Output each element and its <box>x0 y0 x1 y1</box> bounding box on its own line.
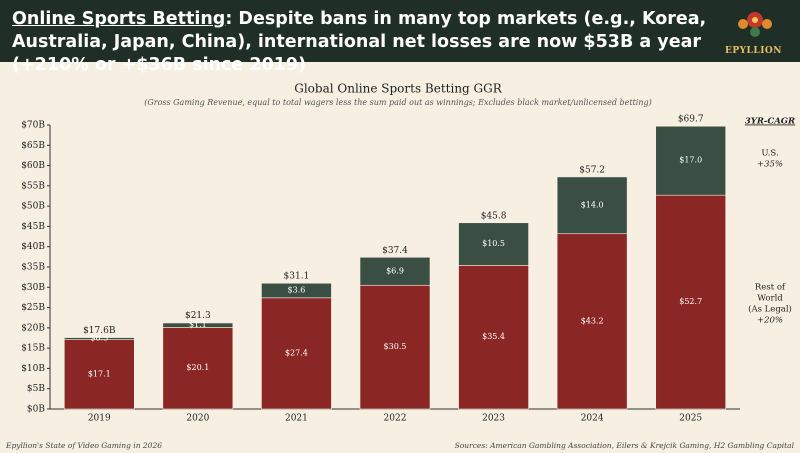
y-tick-label: $70B <box>21 121 45 131</box>
chart-subtitle: (Gross Gaming Revenue, equal to total wa… <box>144 98 651 107</box>
logo <box>738 12 772 37</box>
bar-segment <box>359 256 431 286</box>
x-tick-label: 2022 <box>384 414 407 424</box>
segment-label: $14.0 <box>581 200 604 209</box>
bar-segment <box>458 222 529 266</box>
header-title: Online Sports Betting: Despite bans in m… <box>12 8 712 77</box>
bar-segment <box>261 282 332 299</box>
bar-segment <box>63 337 135 340</box>
segment-label: $27.4 <box>285 348 308 357</box>
footer-left: Epyllion's State of Video Gaming in 2026 <box>5 441 162 450</box>
y-tick-label: $25B <box>21 303 45 313</box>
y-tick-label: $30B <box>21 283 45 293</box>
bar-segment <box>162 322 234 328</box>
us-annotation: U.S. <box>761 149 778 159</box>
y-tick-label: $0B <box>27 405 45 415</box>
y-tick-label: $5B <box>27 384 45 394</box>
x-tick-label: 2023 <box>482 414 505 424</box>
row-annotation: Rest of <box>755 283 786 293</box>
total-label: $31.1 <box>284 271 310 281</box>
segment-label: $17.1 <box>88 369 111 378</box>
total-label: $45.8 <box>481 212 507 222</box>
segment-label: $17.0 <box>679 156 702 165</box>
y-tick-label: $35B <box>21 263 45 273</box>
segment-label: $6.9 <box>386 266 404 275</box>
x-tick-label: 2021 <box>285 414 308 424</box>
row-annotation: World <box>757 294 783 304</box>
cagr-heading: 3YR-CAGR <box>745 117 795 127</box>
bar-segment <box>359 284 431 410</box>
total-label: $57.2 <box>579 165 605 175</box>
chart-title: Global Online Sports Betting GGR <box>294 82 502 96</box>
bar-segment <box>556 233 628 410</box>
total-label: $21.3 <box>185 311 211 321</box>
bar-segment <box>655 194 727 410</box>
segment-label: $43.2 <box>581 316 604 325</box>
footer-right: Sources: American Gambling Association, … <box>455 441 795 450</box>
total-label: $37.4 <box>382 246 408 256</box>
x-tick-label: 2024 <box>581 414 604 424</box>
y-tick-label: $50B <box>21 202 45 212</box>
segment-label: $10.5 <box>482 239 505 248</box>
y-tick-label: $55B <box>21 181 45 191</box>
x-tick-label: 2020 <box>186 414 209 424</box>
total-label: $69.7 <box>678 115 704 125</box>
bar-segment <box>655 125 727 196</box>
bar-segment <box>261 297 332 410</box>
segment-label: $3.6 <box>288 286 306 295</box>
segment-label: $30.5 <box>384 342 407 351</box>
x-tick-label: 2019 <box>88 414 111 424</box>
segment-label: $0.5 <box>90 334 108 343</box>
y-tick-label: $10B <box>21 364 45 374</box>
us-annotation: +35% <box>757 160 783 170</box>
title-emphasis: Online Sports Betting <box>12 9 226 29</box>
title-text: : Despite bans in many top markets (e.g.… <box>12 9 707 75</box>
total-label: $17.6B <box>83 326 116 336</box>
bar-segment <box>458 265 529 410</box>
bar-segment <box>162 327 234 410</box>
header: Online Sports Betting: Despite bans in m… <box>0 0 800 75</box>
y-tick-label: $40B <box>21 242 45 252</box>
segment-label: $35.4 <box>482 332 505 341</box>
row-annotation: +20% <box>757 316 783 326</box>
y-tick-label: $15B <box>21 344 45 354</box>
x-tick-label: 2025 <box>679 414 702 424</box>
y-tick-label: $45B <box>21 222 45 232</box>
y-tick-label: $20B <box>21 323 45 333</box>
y-tick-label: $60B <box>21 161 45 171</box>
bar-segment <box>556 176 628 235</box>
y-tick-label: $65B <box>21 141 45 151</box>
segment-label: $1.1 <box>189 320 207 329</box>
segment-label: $52.7 <box>679 297 702 306</box>
brand: EPYLLION <box>725 46 782 56</box>
segment-label: $20.1 <box>186 363 209 372</box>
row-annotation: (As Legal) <box>748 304 792 315</box>
bar-segment <box>63 339 135 410</box>
